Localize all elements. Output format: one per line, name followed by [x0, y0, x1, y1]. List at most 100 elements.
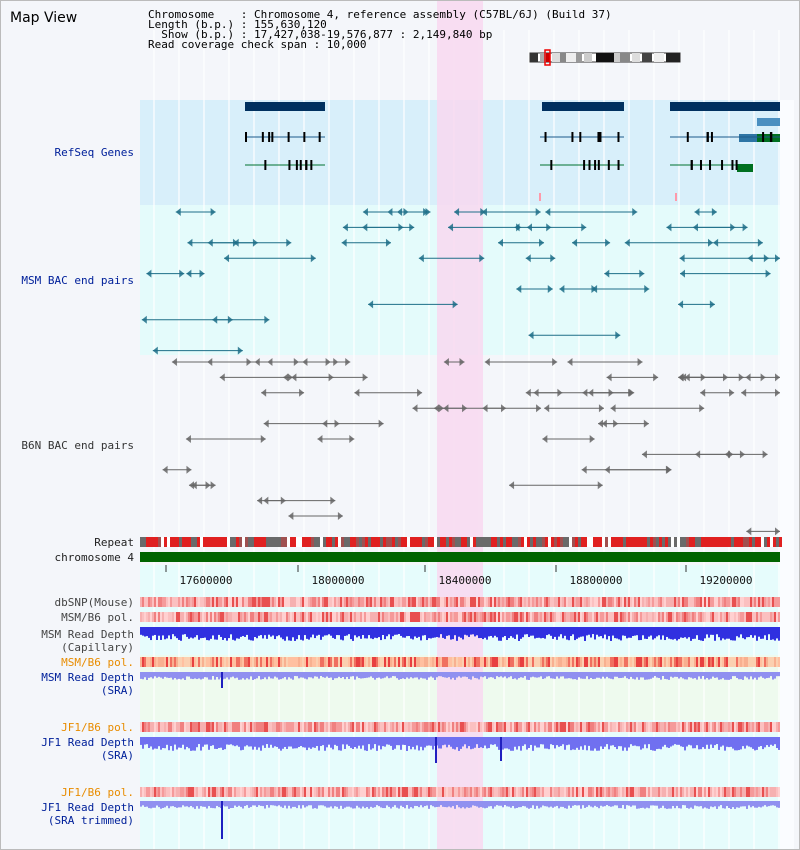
- msm-b6-pol-strip: [626, 612, 628, 622]
- jf1-b6-pol-strip: [422, 787, 424, 797]
- ideogram-band: [530, 53, 538, 62]
- jf1-b6-pol-strip: [656, 787, 658, 797]
- dbsnp-strip: [496, 597, 498, 607]
- jf1-b6-pol-strip: [380, 787, 382, 797]
- msm-b6-pol-strip: [510, 612, 512, 622]
- msm-b6-pol-strip: [676, 612, 678, 622]
- jf1-depth-trimmed-bar: [302, 801, 304, 806]
- jf1-b6-pol-strip: [460, 722, 462, 732]
- msm-b6-pol-strip: [278, 612, 280, 622]
- msm-b6-pol-strip: [250, 657, 252, 667]
- msm-depth-sra-bar: [514, 672, 516, 679]
- dbsnp-strip: [740, 597, 742, 607]
- msm-depth-capillary-bar: [378, 627, 380, 638]
- msm-depth-capillary-bar: [692, 627, 694, 639]
- msm-b6-pol-strip: [244, 612, 246, 622]
- msm-b6-pol-strip: [762, 657, 764, 667]
- msm-b6-pol-strip: [468, 612, 470, 622]
- jf1-b6-pol-strip: [650, 722, 652, 732]
- dbsnp-strip: [238, 597, 240, 607]
- msm-b6-pol-strip: [328, 657, 330, 667]
- msm-b6-pol-strip: [706, 612, 708, 622]
- track-label-refseq-genes[interactable]: RefSeq Genes: [54, 146, 134, 159]
- msm-depth-sra-bar: [492, 672, 494, 678]
- jf1-depth-sra-bar: [688, 737, 690, 745]
- jf1-b6-pol-strip: [194, 787, 196, 797]
- msm-bac-pair-end: [694, 208, 700, 216]
- msm-b6-pol-strip: [488, 657, 490, 667]
- jf1-depth-sra-bar: [332, 737, 334, 750]
- track-label-repeat[interactable]: Repeat: [94, 536, 134, 549]
- msm-depth-sra-bar: [438, 672, 440, 677]
- dbsnp-strip: [546, 597, 548, 607]
- jf1-b6-pol-strip: [524, 787, 526, 797]
- track-label-msm-depth-capillary[interactable]: MSM Read Depth (Capillary): [41, 628, 134, 654]
- msm-depth-sra-bar: [464, 672, 466, 677]
- msm-b6-pol-strip: [716, 657, 718, 667]
- msm-depth-sra-bar: [710, 672, 712, 679]
- msm-depth-sra-bar: [574, 672, 576, 680]
- jf1-depth-trimmed-bar: [694, 801, 696, 806]
- msm-depth-sra-bar: [674, 672, 676, 677]
- msm-depth-capillary-bar: [186, 627, 188, 637]
- jf1-depth-sra-bar: [460, 737, 462, 749]
- jf1-depth-sra-bar: [320, 737, 322, 747]
- jf1-b6-pol-strip: [604, 787, 606, 797]
- jf1-depth-sra-bar: [288, 737, 290, 747]
- msm-depth-capillary-bar: [680, 627, 682, 638]
- jf1-depth-sra-bar: [610, 737, 612, 746]
- track-label-dbsnp[interactable]: dbSNP(Mouse): [54, 596, 134, 609]
- jf1-depth-sra-bar: [608, 737, 610, 750]
- msm-b6-pol-strip: [538, 612, 540, 622]
- msm-b6-pol-strip: [548, 657, 550, 667]
- jf1-b6-pol-strip: [212, 787, 214, 797]
- msm-depth-capillary-bar: [694, 627, 696, 639]
- msm-b6-pol-strip: [354, 612, 356, 622]
- msm-b6-pol-strip: [146, 612, 148, 622]
- msm-b6-pol-strip: [368, 657, 370, 667]
- gene-block: [757, 134, 780, 142]
- track-label-msm-b6-pol-2[interactable]: MSM/B6 pol.: [61, 656, 134, 669]
- msm-b6-pol-strip: [734, 612, 736, 622]
- track-label-chromosome[interactable]: chromosome 4: [54, 551, 134, 564]
- b6n-bac-pair-end: [334, 419, 340, 428]
- msm-b6-pol-strip: [530, 657, 532, 667]
- track-label-jf1-depth-sra[interactable]: JF1 Read Depth (SRA): [41, 736, 134, 762]
- track-label-msm-bac[interactable]: MSM BAC end pairs: [21, 274, 134, 287]
- track-label-b6n-bac[interactable]: B6N BAC end pairs: [21, 439, 134, 452]
- jf1-depth-trimmed-bar: [632, 801, 634, 806]
- repeat-block: [467, 537, 470, 547]
- msm-b6-pol-strip: [170, 657, 172, 667]
- msm-b6-pol-strip: [578, 657, 580, 667]
- jf1-b6-pol-strip: [322, 722, 324, 732]
- jf1-depth-trimmed-bar: [158, 801, 160, 808]
- track-label-msm-b6-pol-1[interactable]: MSM/B6 pol.: [61, 611, 134, 624]
- b6n-bac-pair-end: [597, 481, 603, 490]
- jf1-depth-sra-bar: [420, 737, 422, 747]
- track-label-msm-depth-sra[interactable]: MSM Read Depth (SRA): [41, 671, 134, 697]
- msm-depth-capillary-bar: [424, 627, 426, 636]
- msm-b6-pol-strip: [444, 612, 446, 622]
- jf1-depth-trimmed-bar: [468, 801, 470, 808]
- msm-depth-capillary-bar: [560, 627, 562, 635]
- track-label-jf1-b6-pol-2[interactable]: JF1/B6 pol.: [61, 786, 134, 799]
- jf1-depth-sra-bar: [154, 737, 156, 749]
- msm-b6-pol-strip: [356, 657, 358, 667]
- track-label-jf1-b6-pol-1[interactable]: JF1/B6 pol.: [61, 721, 134, 734]
- jf1-b6-pol-strip: [678, 722, 680, 732]
- jf1-depth-trimmed-bar: [422, 801, 424, 808]
- jf1-depth-trimmed-bar: [336, 801, 338, 807]
- dbsnp-strip: [358, 597, 360, 607]
- jf1-b6-pol-strip: [756, 722, 758, 732]
- jf1-b6-pol-strip: [186, 722, 188, 732]
- jf1-depth-sra-bar: [274, 737, 276, 747]
- msm-b6-pol-strip: [366, 657, 368, 667]
- jf1-b6-pol-strip: [710, 722, 712, 732]
- track-label-jf1-depth-trim[interactable]: JF1 Read Depth (SRA trimmed): [41, 801, 134, 827]
- jf1-depth-sra-bar: [392, 737, 394, 750]
- msm-b6-pol-strip: [708, 612, 710, 622]
- msm-depth-capillary-bar: [556, 627, 558, 640]
- jf1-depth-sra-bar: [444, 737, 446, 745]
- dbsnp-strip: [210, 597, 212, 607]
